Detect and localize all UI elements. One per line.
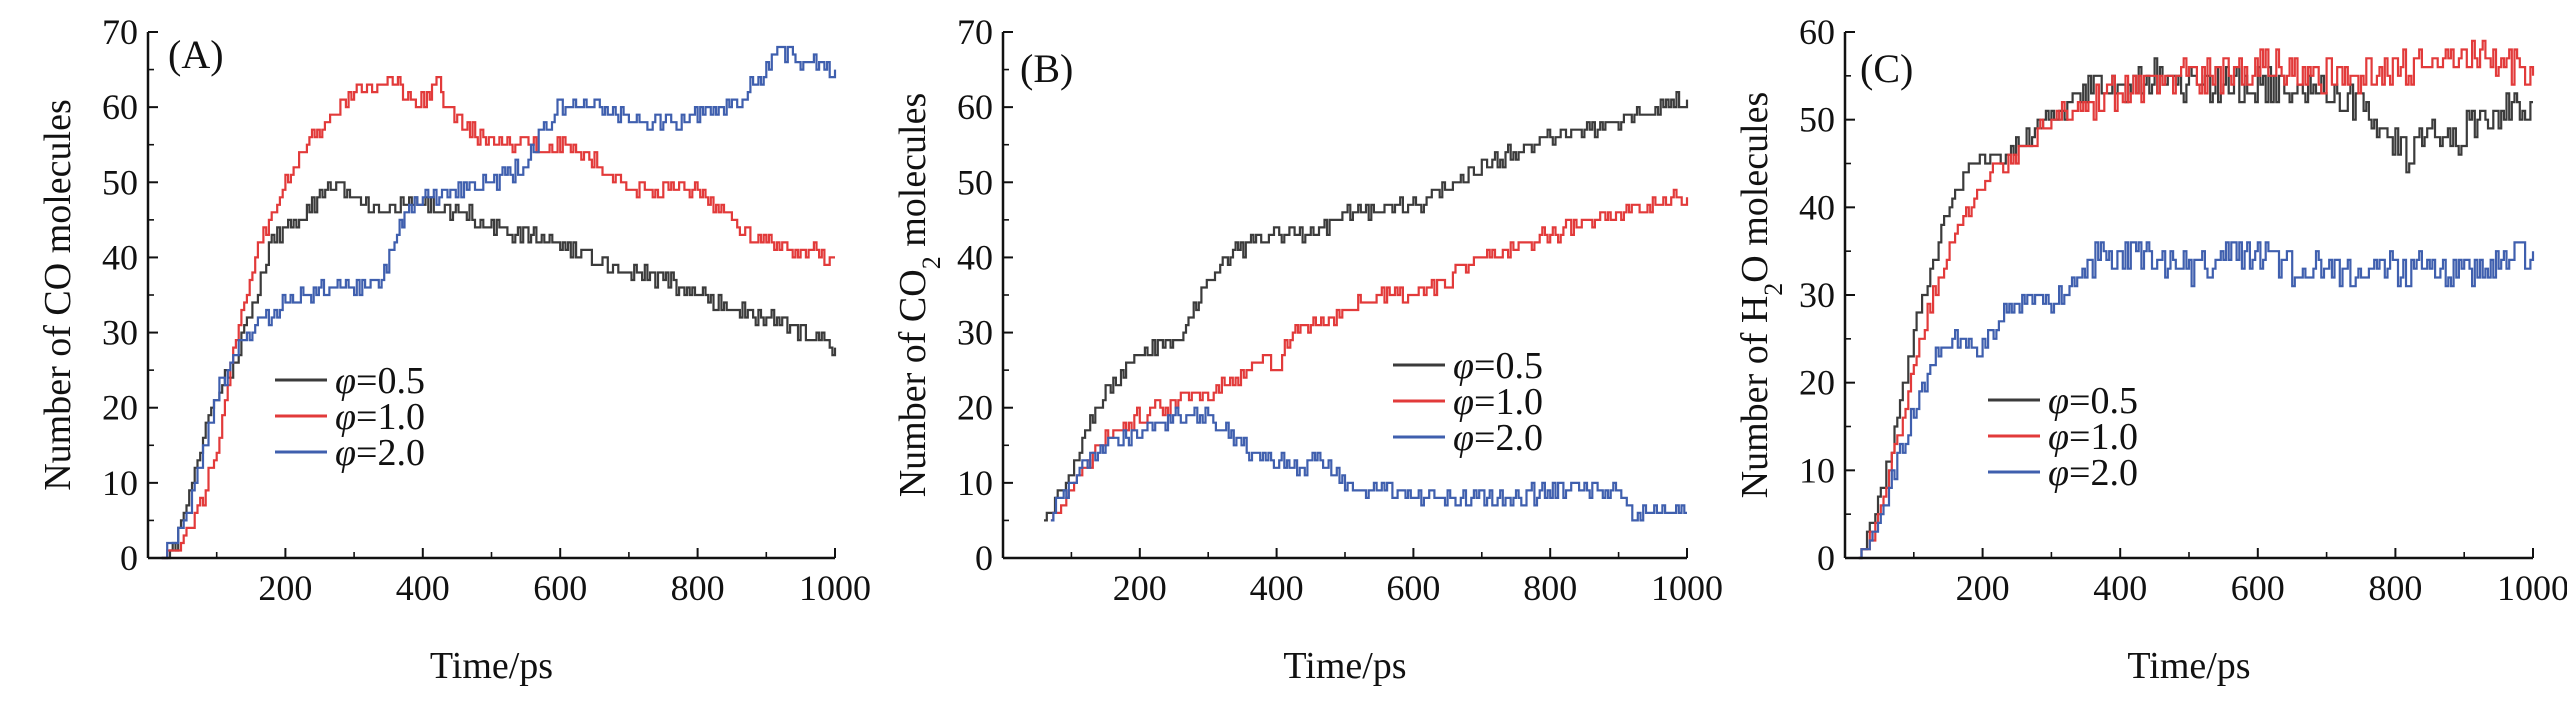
- y-tick-label: 60: [957, 87, 993, 127]
- x-tick-label: 1000: [1651, 568, 1723, 608]
- y-tick-label: 50: [957, 162, 993, 202]
- legend-entry: φ=2.0: [2048, 452, 2138, 494]
- y-tick-label: 30: [102, 313, 138, 353]
- y-tick-label: 0: [120, 538, 138, 578]
- legend-entry: φ=1.0: [2048, 416, 2138, 458]
- x-tick-label: 400: [1250, 568, 1304, 608]
- y-tick-label: 10: [1799, 450, 1835, 490]
- y-tick-label: 0: [1817, 538, 1835, 578]
- legend-entry: φ=0.5: [2048, 380, 2138, 422]
- y-axis-label: Number of CO2 molecules: [892, 93, 946, 498]
- y-tick-label: 40: [102, 237, 138, 277]
- series-line-phi-1-0: [161, 76, 835, 560]
- series-line-phi-0-5: [1044, 91, 1689, 522]
- legend-entry: φ=1.0: [1453, 381, 1543, 423]
- x-tick-label: 200: [1113, 568, 1167, 608]
- y-tick-label: 70: [102, 12, 138, 52]
- x-tick-label: 800: [1523, 568, 1577, 608]
- x-tick-label: 600: [2231, 568, 2285, 608]
- x-tick-label: 400: [2093, 568, 2147, 608]
- panel-c: 0 10 20 30 40 50 60 200 400 600 800 1000 Time/ps Numb…: [1734, 12, 2567, 687]
- series-line-phi-0-5: [161, 181, 837, 560]
- x-tick-label: 600: [1386, 568, 1440, 608]
- panel-label: (C): [1860, 46, 1913, 91]
- x-tick-label: 200: [258, 568, 312, 608]
- series-line-phi-2-0: [161, 45, 837, 560]
- legend: φ=0.5φ=1.0φ=2.0: [275, 360, 425, 474]
- x-axis-label: Time/ps: [2127, 645, 2250, 687]
- series-line-phi-2-0: [1050, 406, 1687, 522]
- x-tick-label: 800: [671, 568, 725, 608]
- legend: φ=0.5φ=1.0φ=2.0: [1393, 345, 1543, 459]
- y-tick-label: 30: [1799, 275, 1835, 315]
- y-tick-label: 10: [957, 463, 993, 503]
- y-tick-label: 20: [957, 388, 993, 428]
- y-tick-label: 50: [102, 162, 138, 202]
- y-tick-label: 60: [102, 87, 138, 127]
- x-tick-label: 800: [2368, 568, 2422, 608]
- x-axis-label: Time/ps: [430, 645, 553, 687]
- y-tick-label: 30: [957, 313, 993, 353]
- legend-entry: φ=0.5: [335, 360, 425, 402]
- y-tick-label: 70: [957, 12, 993, 52]
- series-line-phi-2-0: [1858, 241, 2535, 560]
- y-tick-label: 60: [1799, 12, 1835, 52]
- x-axis-label: Time/ps: [1283, 645, 1406, 687]
- y-tick-label: 40: [957, 237, 993, 277]
- x-tick-label: 600: [533, 568, 587, 608]
- x-tick-label: 1000: [799, 568, 871, 608]
- panel-label: (B): [1020, 46, 1073, 91]
- panel-label: (A): [168, 32, 224, 77]
- y-tick-label: 40: [1799, 187, 1835, 227]
- y-tick-label: 20: [1799, 363, 1835, 403]
- legend: φ=0.5φ=1.0φ=2.0: [1988, 380, 2138, 494]
- panel-b: 0 10 20 30 40 50 60 70 200 400 600 800 1000 Time/ps Nu…: [892, 12, 1723, 687]
- x-tick-label: 1000: [2497, 568, 2567, 608]
- y-axis-label: Number of H2O molecules: [1734, 92, 1788, 499]
- panel-a: 0 10 20 30 40 50 60 70 200 400 600 800 1000 Time/ps Nu…: [37, 12, 871, 687]
- legend-entry: φ=2.0: [1453, 417, 1543, 459]
- series-line-phi-1-0: [1858, 39, 2535, 560]
- legend-entry: φ=1.0: [335, 396, 425, 438]
- legend-entry: φ=2.0: [335, 432, 425, 474]
- y-tick-label: 20: [102, 388, 138, 428]
- legend-entry: φ=0.5: [1453, 345, 1543, 387]
- y-tick-label: 0: [975, 538, 993, 578]
- y-axis-label: Number of CO molecules: [37, 99, 79, 491]
- series-line-phi-1-0: [1050, 188, 1689, 522]
- x-tick-label: 400: [396, 568, 450, 608]
- y-tick-label: 50: [1799, 100, 1835, 140]
- x-tick-label: 200: [1956, 568, 2010, 608]
- y-tick-label: 10: [102, 463, 138, 503]
- series-line-phi-0-5: [1858, 57, 2533, 560]
